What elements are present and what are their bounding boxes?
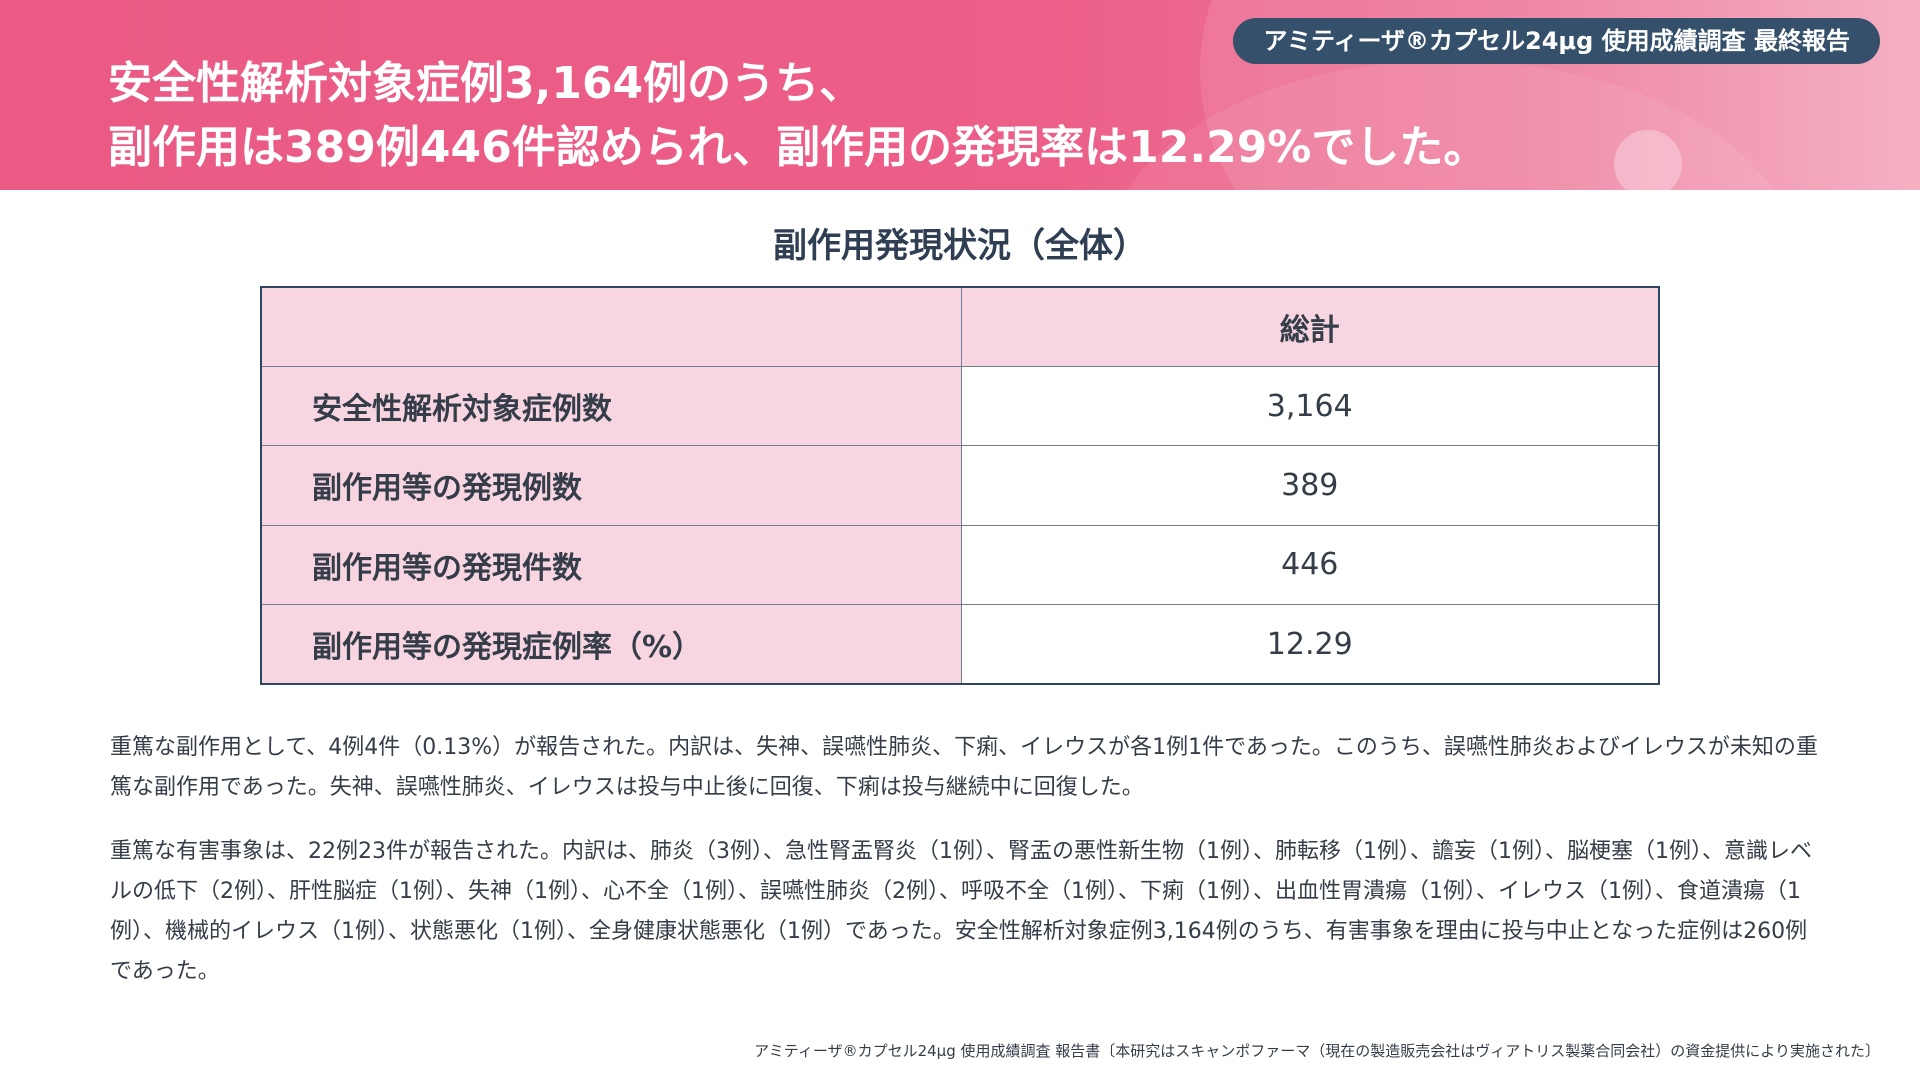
table-header-blank [260, 286, 962, 367]
row-value: 446 [960, 524, 1660, 606]
table-row: 副作用等の発現症例率（%） 12.29 [260, 604, 1660, 685]
headline-line-2: 副作用は389例446件認められ、副作用の発現率は12.29%でした。 [108, 122, 1488, 173]
decorative-bubble [1614, 130, 1682, 190]
serious-adverse-events-paragraph: 重篤な有害事象は、22例23件が報告された。内訳は、肺炎（3例）、急性腎盂腎炎（… [110, 839, 1812, 984]
table-title: 副作用発現状況（全体） [773, 226, 1147, 266]
row-label: 副作用等の発現件数 [260, 524, 962, 606]
table-column-header: 総計 [960, 286, 1660, 367]
page-headline: 安全性解析対象症例3,164例のうち、 副作用は389例446件認められ、副作用… [108, 52, 1668, 180]
row-value: 3,164 [960, 365, 1660, 447]
table-row: 安全性解析対象症例数 3,164 [260, 365, 1660, 447]
adverse-reaction-table: 総計 安全性解析対象症例数 3,164 副作用等の発現例数 389 副作用等の発… [260, 286, 1660, 685]
table-header-row: 総計 [260, 286, 1660, 367]
serious-reactions-paragraph: 重篤な副作用として、4例4件（0.13%）が報告された。内訳は、失神、誤嚥性肺炎… [110, 735, 1818, 800]
table-row: 副作用等の発現件数 446 [260, 524, 1660, 606]
report-badge: アミティーザ®カプセル24μg 使用成績調査 最終報告 [1233, 18, 1880, 64]
table-row: 副作用等の発現例数 389 [260, 445, 1660, 526]
source-footnote: アミティーザ®カプセル24μg 使用成績調査 報告書〔本研究はスキャンポファーマ… [754, 1042, 1880, 1060]
row-value: 389 [960, 445, 1660, 526]
headline-line-1: 安全性解析対象症例3,164例のうち、 [108, 58, 864, 109]
row-label: 安全性解析対象症例数 [260, 365, 962, 447]
header-banner: アミティーザ®カプセル24μg 使用成績調査 最終報告 安全性解析対象症例3,1… [0, 0, 1920, 190]
row-label: 副作用等の発現例数 [260, 445, 962, 526]
row-label: 副作用等の発現症例率（%） [260, 604, 962, 685]
row-value: 12.29 [960, 604, 1660, 685]
